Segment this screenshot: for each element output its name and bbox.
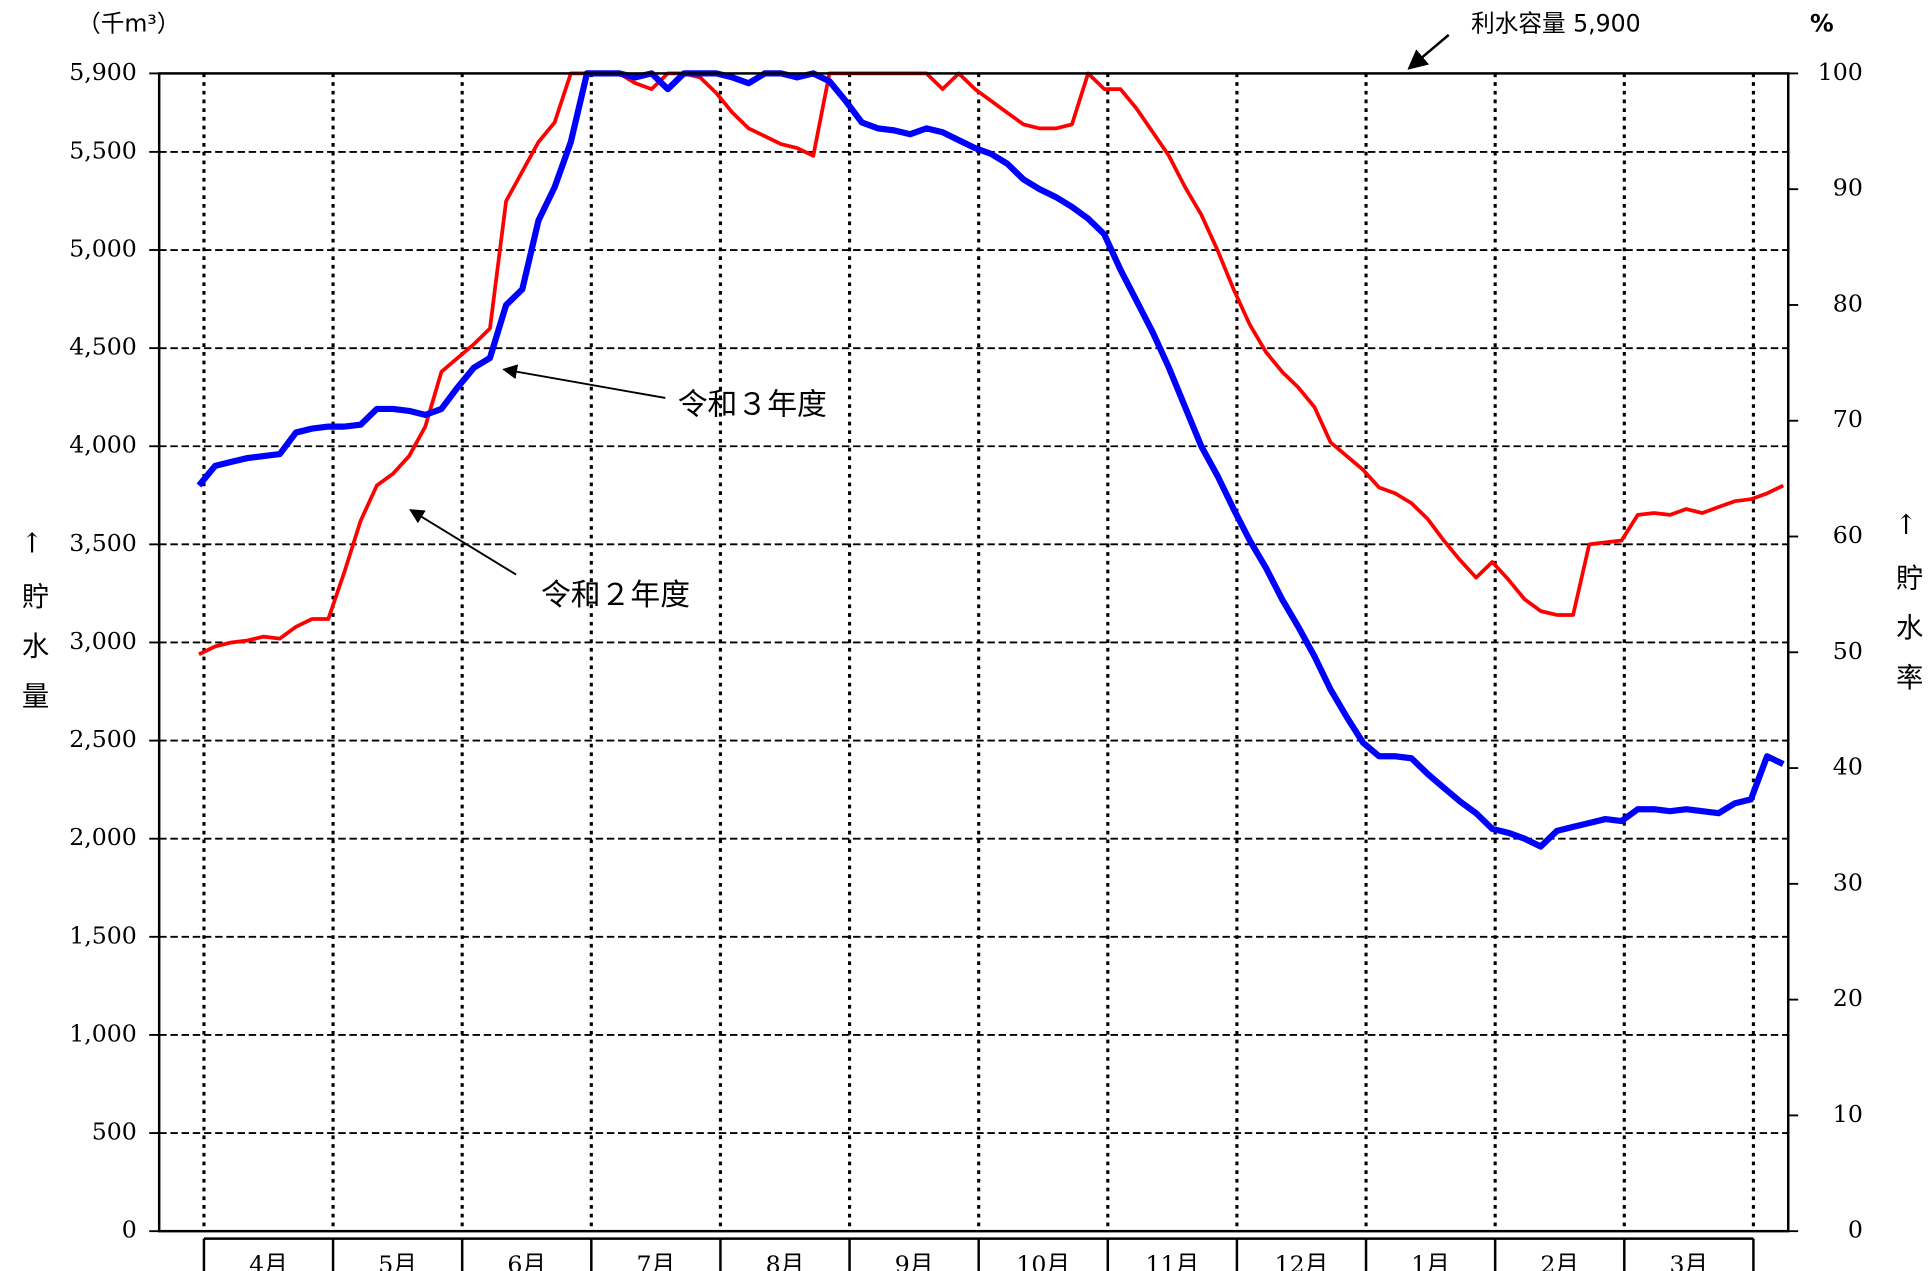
y-tick-label: 2,500	[69, 725, 137, 753]
y-tick-label: 2,000	[69, 823, 137, 851]
annotation-arrow	[1407, 33, 1450, 70]
x-tick-label: 7月	[637, 1250, 676, 1271]
y2-axis-label: ↑貯水率	[1891, 510, 1923, 713]
series-line	[196, 70, 1785, 850]
y-tick-label: 5,000	[69, 235, 137, 263]
y-tick-label: 5,900	[69, 58, 137, 86]
y2-tick-label: 60	[1833, 521, 1863, 549]
y2-tick-label: 10	[1833, 1100, 1863, 1128]
y2-tick-label: 100	[1818, 58, 1863, 86]
x-tick-label: 1月	[1411, 1250, 1450, 1271]
y-tick-label: 3,000	[69, 627, 137, 655]
lines	[196, 70, 1785, 850]
y2-tick-label: 50	[1833, 637, 1863, 665]
x-tick-label: 12月	[1275, 1250, 1329, 1271]
y-tick-label: 0	[122, 1216, 137, 1244]
x-tick-label: 9月	[895, 1250, 934, 1271]
y-tick-label: 1,000	[69, 1019, 137, 1047]
x-tick-label: 6月	[507, 1250, 546, 1271]
y-tick-label: 1,500	[69, 921, 137, 949]
y-tick-label: 500	[92, 1118, 137, 1146]
series-label: 令和３年度	[678, 388, 827, 423]
y-tick-label: 3,500	[69, 529, 137, 557]
series-arrow	[409, 509, 517, 576]
series-arrow	[502, 364, 666, 399]
unit-label: （千m³）	[77, 9, 180, 37]
y2-tick-label: 80	[1833, 289, 1863, 317]
x-tick-label: 10月	[1016, 1250, 1070, 1271]
plot-frame	[157, 72, 1790, 1233]
x-tick-label: 3月	[1670, 1250, 1709, 1271]
y2-unit-label: %	[1810, 9, 1834, 37]
y-tick-label: 5,500	[69, 136, 137, 164]
y-axis-label: ↑貯水量	[17, 529, 49, 732]
series-label: 令和２年度	[541, 578, 690, 613]
y-tick-label: 4,000	[69, 431, 137, 459]
y2-tick-label: 0	[1848, 1216, 1863, 1244]
x-tick-label: 2月	[1540, 1250, 1579, 1271]
y2-tick-label: 30	[1833, 868, 1863, 896]
x-tick-label: 4月	[249, 1250, 288, 1271]
y2-tick-label: 20	[1833, 984, 1863, 1012]
series-line	[198, 71, 1785, 656]
grid	[149, 72, 1799, 1233]
y2-tick-label: 70	[1833, 405, 1863, 433]
x-tick-label: 8月	[766, 1250, 805, 1271]
y-tick-label: 4,500	[69, 333, 137, 361]
y2-tick-label: 90	[1833, 174, 1863, 202]
x-tick-label: 11月	[1146, 1250, 1200, 1271]
x-tick-label: 5月	[378, 1250, 417, 1271]
annotation: 利水容量 5,900	[1471, 9, 1641, 37]
y2-tick-label: 40	[1833, 753, 1863, 781]
